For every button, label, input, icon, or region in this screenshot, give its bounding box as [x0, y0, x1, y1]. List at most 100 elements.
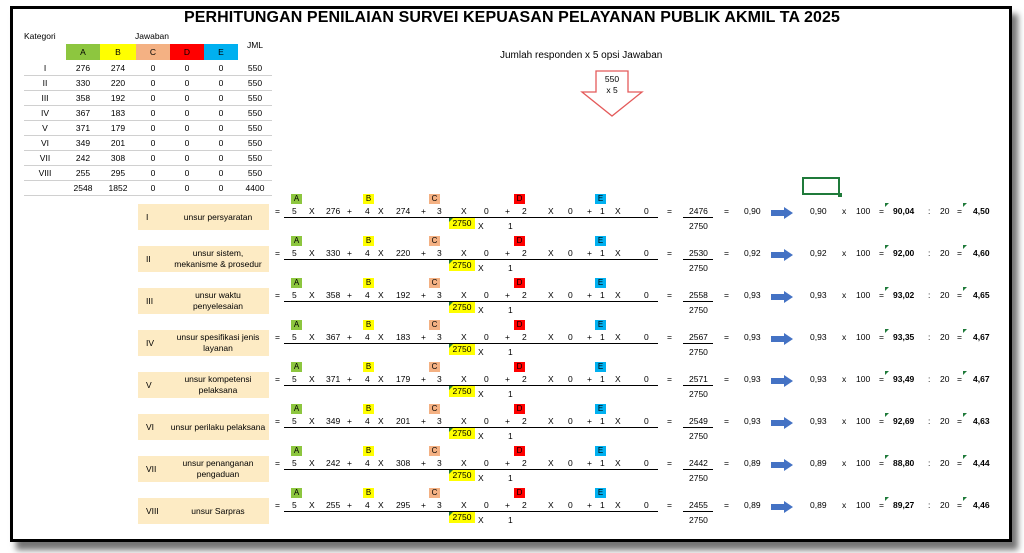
percent-value: 89,27 [893, 500, 915, 510]
blank-cell [24, 43, 66, 61]
option-badge-d: D [514, 278, 525, 288]
option-badge-c: C [429, 320, 440, 330]
value-cell: 179 [100, 120, 136, 136]
respondent-note: Jumlah responden x 5 opsi Jawaban [500, 50, 663, 61]
score-value: 4,63 [973, 416, 990, 426]
jml-cell: 550 [238, 165, 272, 181]
formula-token: 0,92 [810, 248, 827, 258]
formula-token: + [347, 500, 352, 510]
cell-marker [963, 497, 967, 501]
fraction-denominator: 2750 [689, 263, 708, 273]
value-cell: 0 [204, 105, 238, 121]
formula-token: X [615, 500, 621, 510]
value-cell: 0 [170, 75, 204, 91]
kategori-cell: IV [24, 105, 66, 121]
fraction-denominator: 2750 [689, 431, 708, 441]
arrow-label-line1: 550 [604, 74, 620, 84]
unsur-label: IV unsur spesifikasi jenis layanan [138, 330, 269, 356]
formula-token: 0 [644, 500, 649, 510]
jml-header: JML [246, 40, 264, 50]
formula-token: 20 [940, 332, 950, 342]
value-cell: 0 [204, 120, 238, 136]
formula-token: 2476 [689, 206, 708, 216]
jml-cell: 550 [238, 135, 272, 151]
formula-token: X [309, 374, 315, 384]
formula-token: 3 [437, 416, 442, 426]
formula-token: x [842, 416, 847, 426]
formula-token: X [461, 332, 467, 342]
value-cell: 349 [66, 135, 100, 151]
calc-row: VII unsur penanganan pengaduan A B C D E = 5 X 242… [0, 446, 1024, 488]
unsur-name: unsur penanganan pengaduan [182, 458, 254, 479]
formula-token: 2530 [689, 248, 708, 258]
jml-cell: 550 [238, 105, 272, 121]
formula-token: X [548, 206, 554, 216]
calc-row: VI unsur perilaku pelaksana A B C D E = 5 X 349 +4 X… [0, 404, 1024, 446]
denominator-x: X [478, 515, 484, 525]
fraction-line [683, 301, 713, 302]
cell-marker [449, 260, 453, 264]
formula-token: = [667, 500, 672, 510]
formula-token: 0 [568, 332, 573, 342]
fraction-line [683, 427, 713, 428]
denominator-box: 2750 [449, 470, 475, 481]
unsur-name: unsur spesifikasi jenis layanan [176, 332, 260, 353]
formula-token: 3 [437, 458, 442, 468]
formula-token: = [957, 290, 962, 300]
option-badge-e: E [595, 320, 606, 330]
cell-marker [449, 386, 453, 390]
value-cell: 0 [170, 105, 204, 121]
fraction-denominator: 2750 [689, 473, 708, 483]
option-badge-e: E [595, 488, 606, 498]
formula-token: 5 [292, 248, 297, 258]
value-cell: 274 [100, 61, 136, 76]
formula-token: + [587, 290, 592, 300]
formula-token: X [309, 458, 315, 468]
formula-token: : [928, 248, 931, 258]
table-row: III 358 192 0 0 0 550 [24, 90, 272, 106]
formula-token: x [842, 332, 847, 342]
formula-token: 3 [437, 248, 442, 258]
formula-token: 100 [856, 458, 871, 468]
formula-token: + [505, 332, 510, 342]
formula-token: = [275, 374, 280, 384]
formula-token: X [548, 332, 554, 342]
formula-token: 242 [326, 458, 341, 468]
formula-token: 0 [568, 416, 573, 426]
formula-token: 1 [600, 248, 605, 258]
formula-token: x [842, 374, 847, 384]
formula-token: 367 [326, 332, 341, 342]
option-badge-b: B [363, 278, 374, 288]
jml-cell: 550 [238, 61, 272, 76]
fraction-denominator: 2750 [689, 515, 708, 525]
value-cell: 0 [136, 165, 170, 181]
formula-token: + [587, 332, 592, 342]
table-row: VI 349 201 0 0 0 550 [24, 135, 272, 151]
formula-token: = [724, 374, 729, 384]
formula-token: 2 [522, 500, 527, 510]
cell-marker [449, 512, 453, 516]
denominator-box: 2750 [449, 386, 475, 397]
formula-token: 0,93 [744, 416, 761, 426]
formula-token: = [724, 206, 729, 216]
formula-token: X [309, 290, 315, 300]
selected-cell[interactable] [802, 177, 842, 197]
formula-token: 0 [568, 206, 573, 216]
kategori-cell: VIII [24, 165, 66, 181]
formula-underline [284, 511, 658, 512]
formula-token: X [378, 332, 384, 342]
right-arrow-icon [771, 375, 793, 387]
calc-row: II unsur sistem, mekanisme & prosedur A B C D… [0, 236, 1024, 278]
value-cell: 0 [170, 120, 204, 136]
option-badge-b: B [363, 236, 374, 246]
formula-token: + [347, 332, 352, 342]
formula-token: X [615, 248, 621, 258]
formula-token: X [461, 374, 467, 384]
formula-token: 5 [292, 374, 297, 384]
denominator-mult: 1 [508, 515, 513, 525]
formula-token: 0,93 [810, 332, 827, 342]
right-arrow-icon [771, 249, 793, 261]
formula-token: + [421, 374, 426, 384]
cell-marker [885, 413, 889, 417]
formula-token: + [347, 416, 352, 426]
